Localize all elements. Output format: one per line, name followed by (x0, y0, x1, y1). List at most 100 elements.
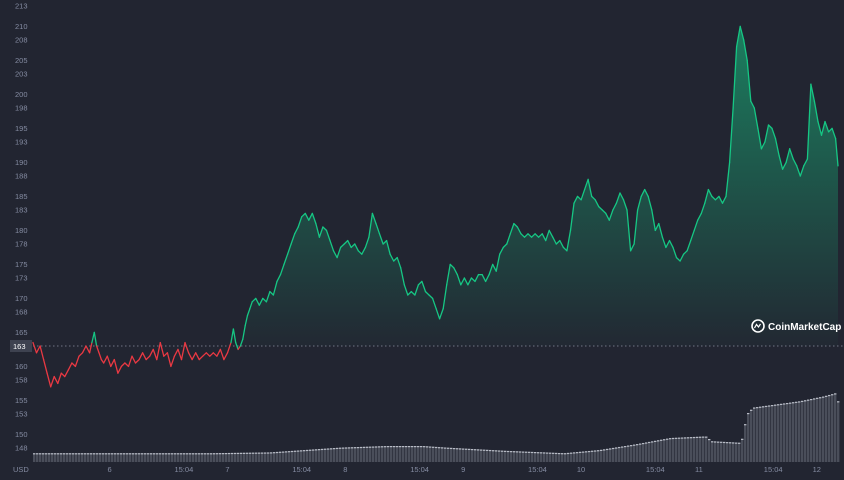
volume-bar-cap (75, 453, 78, 455)
volume-bar-cap (117, 453, 120, 455)
price-line-segment (672, 246, 678, 259)
price-line-segment (792, 158, 798, 167)
volume-bar (249, 452, 252, 462)
price-line-segment (820, 120, 826, 136)
price-line-segment (675, 256, 681, 262)
x-tick-label: 8 (343, 465, 347, 474)
volume-bar-cap (468, 448, 471, 451)
volume-bar (426, 446, 429, 462)
volume-bar (357, 447, 360, 462)
price-line-segment (159, 341, 165, 357)
volume-bar-cap (66, 453, 69, 455)
price-line-segment (580, 188, 586, 201)
volume-bar (717, 441, 720, 462)
volume-bar-cap (276, 451, 279, 454)
volume-bar (528, 451, 531, 462)
volume-bar (183, 453, 186, 462)
volume-bar (42, 453, 45, 462)
volume-bar (654, 440, 657, 462)
volume-bar (414, 446, 417, 462)
volume-bar (132, 453, 135, 462)
volume-bar-cap (420, 446, 423, 448)
volume-bar (360, 446, 363, 462)
volume-bar (726, 442, 729, 462)
volume-bar (462, 448, 465, 462)
price-line-segment (93, 331, 98, 347)
price-line-segment (527, 233, 533, 238)
volume-bar (108, 453, 111, 462)
price-line-segment (626, 209, 632, 252)
price-line-segment (488, 263, 494, 276)
price-line-segment (187, 352, 193, 361)
volume-bar-cap (780, 403, 783, 405)
price-line-segment (421, 280, 427, 293)
price-line-segment (552, 236, 557, 245)
price-line-segment (767, 124, 773, 130)
volume-bar-cap (153, 453, 156, 455)
price-line-segment (474, 273, 480, 283)
volume-bar-cap (156, 453, 159, 455)
volume-bar (777, 404, 780, 462)
price-line-segment (244, 314, 249, 327)
volume-bar-cap (564, 453, 567, 455)
price-line-segment (246, 307, 251, 317)
volume-bar (495, 450, 498, 462)
volume-bar-cap (561, 453, 564, 455)
price-line-segment (495, 253, 501, 272)
volume-bar (57, 453, 60, 462)
volume-bar (396, 446, 399, 462)
volume-bar (39, 453, 42, 462)
price-line-segment (636, 195, 642, 211)
volume-bar (189, 453, 192, 462)
volume-bar-cap (711, 441, 714, 443)
volume-bar (261, 452, 264, 462)
volume-bar (459, 448, 462, 462)
volume-bar (159, 453, 162, 462)
volume-bar (447, 447, 450, 462)
price-line-segment (520, 233, 526, 238)
volume-bar (540, 452, 543, 462)
volume-bar (147, 453, 150, 462)
volume-bar (738, 442, 741, 462)
volume-bar-cap (648, 441, 651, 444)
volume-bar-cap (378, 446, 381, 448)
volume-bar (306, 449, 309, 462)
price-line-segment (322, 226, 328, 232)
price-line-segment (492, 263, 497, 272)
volume-bar (156, 453, 159, 462)
volume-bar-cap (129, 453, 132, 455)
volume-bar-cap (33, 453, 36, 455)
price-line-segment (810, 83, 816, 102)
volume-bar (246, 452, 249, 462)
price-line-segment (502, 243, 508, 249)
price-line-segment (612, 202, 618, 211)
price-line-segment (757, 127, 763, 150)
x-tick-label: 15:04 (174, 465, 193, 474)
volume-bar-cap (777, 404, 780, 406)
volume-bar (294, 450, 297, 462)
price-line-segment (619, 192, 625, 201)
volume-bar-cap (693, 436, 696, 439)
volume-bar (324, 448, 327, 462)
price-line-segment (587, 178, 593, 198)
volume-bar-cap (144, 453, 147, 455)
price-line-segment (202, 352, 207, 357)
volume-bar (582, 451, 585, 462)
volume-bar (696, 436, 699, 462)
volume-bar-cap (681, 437, 684, 439)
volume-bar-cap (135, 453, 138, 455)
y-tick-label: 175 (15, 260, 28, 269)
volume-bar-cap (753, 407, 756, 409)
price-line-segment (442, 284, 448, 310)
volume-bar (549, 452, 552, 462)
volume-bar (105, 453, 108, 462)
volume-bar-cap (60, 453, 63, 455)
volume-bar-cap (597, 450, 600, 452)
y-axis-ticks: 213 210 208 205 203 200 198 195 193 190 188 185 183 1… (15, 2, 28, 453)
volume-bar-cap (282, 451, 285, 453)
price-line-segment (350, 243, 356, 249)
volume-bar (165, 453, 168, 462)
price-line-segment (449, 263, 455, 269)
volume-bar (291, 450, 294, 462)
volume-bar (666, 438, 669, 462)
